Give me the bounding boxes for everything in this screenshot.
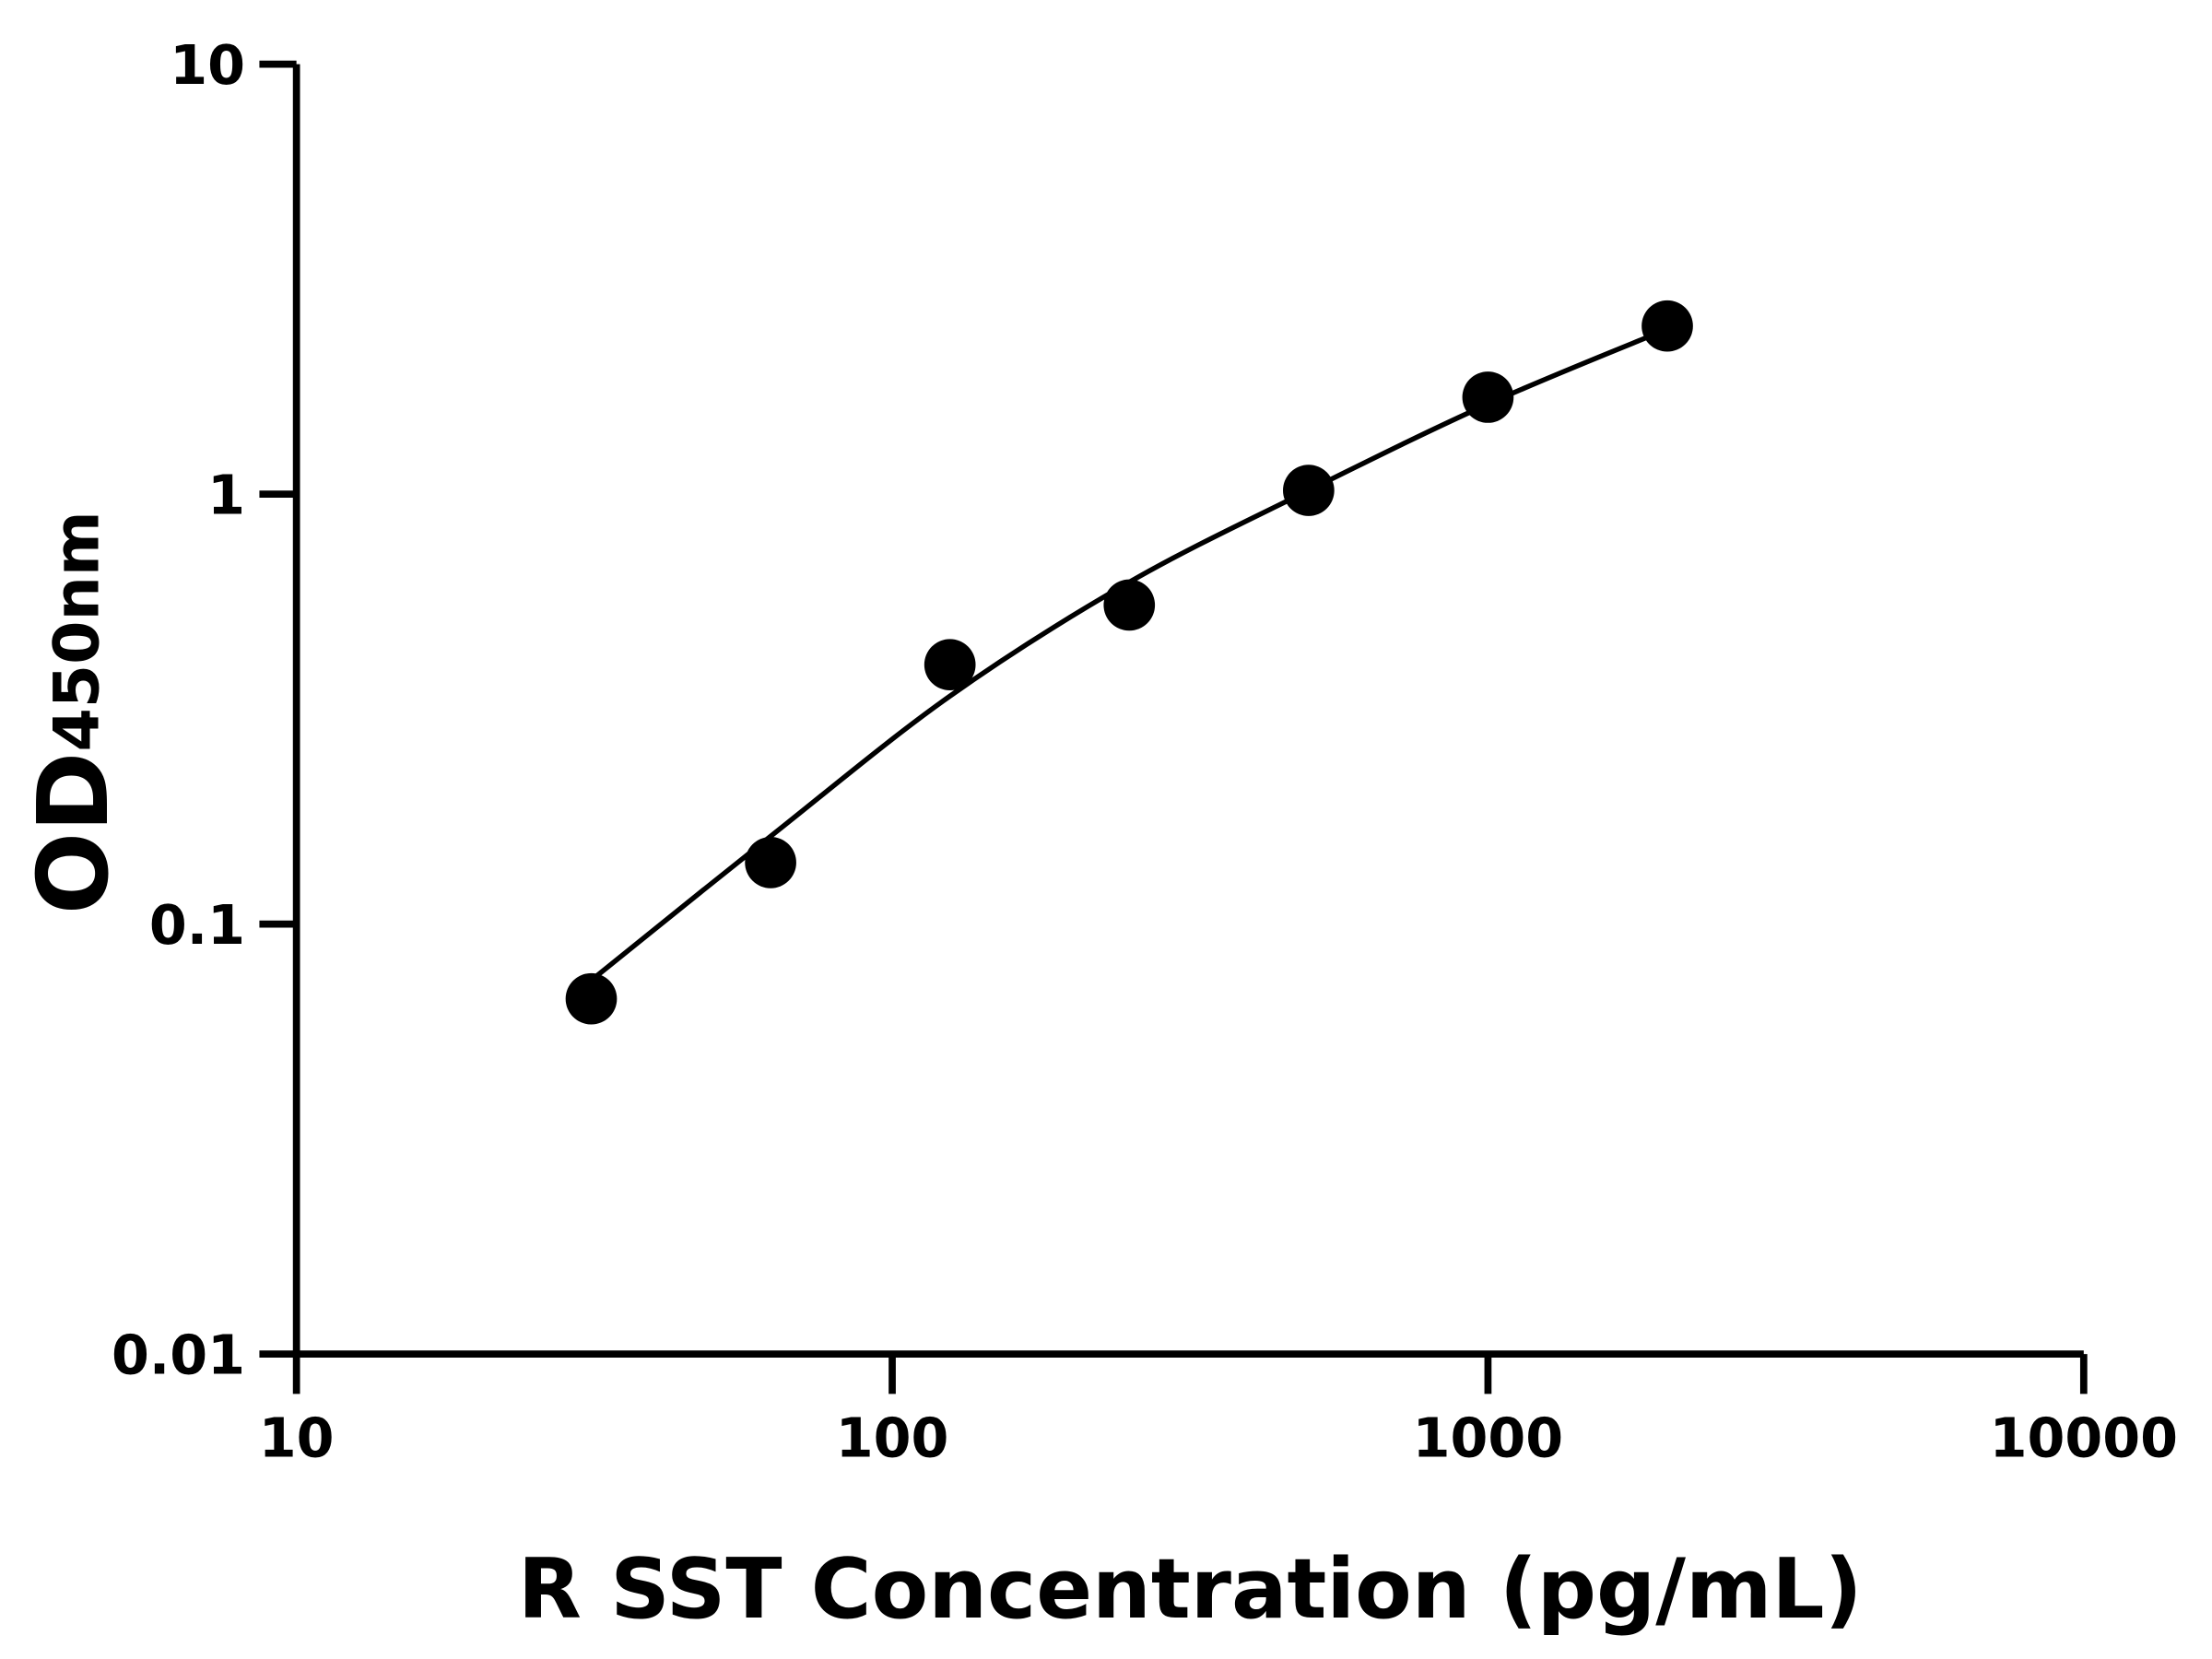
point bbox=[924, 639, 976, 691]
y-tick-label: 1 bbox=[207, 464, 245, 527]
point bbox=[745, 837, 796, 888]
fit-curve bbox=[589, 326, 1669, 982]
y-axis-label-sub: 450nm bbox=[41, 511, 114, 751]
x-tick-label: 100 bbox=[836, 1406, 949, 1469]
point bbox=[1103, 579, 1156, 631]
x-tick-label: 10000 bbox=[1990, 1406, 2178, 1469]
y-axis-label-main: OD bbox=[17, 752, 130, 915]
point bbox=[565, 972, 618, 1025]
y-axis-label: OD450nm bbox=[17, 511, 130, 914]
point bbox=[1283, 465, 1335, 516]
point bbox=[1462, 371, 1514, 423]
x-tick-label: 10 bbox=[259, 1406, 335, 1469]
y-tick-label: 0.01 bbox=[112, 1324, 245, 1387]
y-tick-label: 10 bbox=[170, 33, 245, 97]
x-axis-label: R SST Concentration (pg/mL) bbox=[518, 1542, 1863, 1638]
x-tick-label: 1000 bbox=[1413, 1406, 1564, 1469]
y-tick-label: 0.1 bbox=[149, 893, 245, 957]
point bbox=[1641, 300, 1693, 352]
